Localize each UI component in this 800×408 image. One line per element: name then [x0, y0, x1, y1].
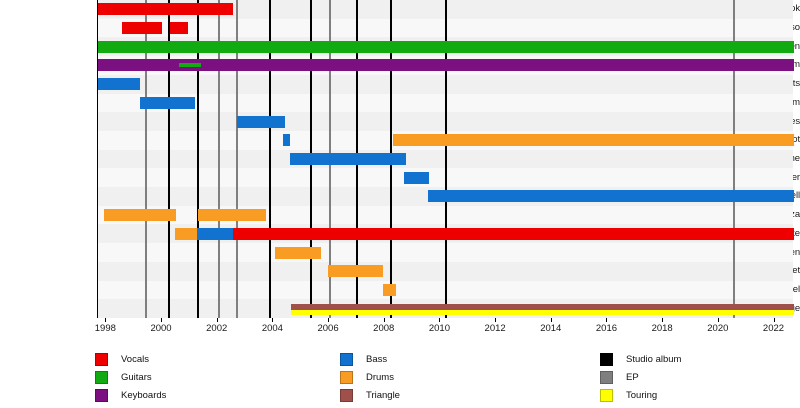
timeline-bar — [274, 246, 321, 259]
x-axis-tick — [773, 318, 775, 322]
timeline-bar — [121, 22, 163, 35]
timeline-bar — [427, 190, 794, 203]
x-axis-tick — [550, 318, 552, 322]
legend-swatch-studio-album — [600, 353, 613, 366]
timeline-bar — [98, 59, 794, 72]
timeline-bar — [198, 209, 267, 222]
timeline-bar — [170, 22, 189, 35]
legend-swatch-bass — [340, 353, 353, 366]
x-axis-tick — [328, 318, 330, 322]
ep-marker-line — [732, 0, 735, 318]
x-axis-tick — [717, 318, 719, 322]
legend-swatch-touring — [600, 389, 613, 402]
legend-item-label: EP — [626, 372, 639, 383]
legend-swatch-triangle — [340, 389, 353, 402]
x-axis-tick — [105, 318, 107, 322]
ep-marker-line — [235, 0, 238, 318]
timeline-bar — [196, 227, 234, 240]
x-axis-tick-label: 2010 — [428, 323, 450, 334]
legend-item-label: Touring — [626, 390, 658, 401]
x-axis-tick-label: 2006 — [317, 323, 339, 334]
chart-area: Adam CrookRisto MetsoDavid IsenErik Engs… — [94, 0, 800, 334]
timeline-bar — [98, 3, 234, 16]
timeline-bar — [139, 96, 196, 109]
legend-swatch-ep — [600, 371, 613, 384]
timeline-bar — [393, 134, 794, 147]
plot-area — [97, 0, 794, 318]
x-axis-tick — [495, 318, 497, 322]
x-axis-tick — [439, 318, 441, 322]
x-axis-tick-label: 2004 — [261, 323, 283, 334]
legend-item-label: Triangle — [366, 390, 400, 401]
legend-swatch-guitars — [95, 371, 108, 384]
timeline-bar — [404, 171, 430, 184]
studio-album-marker-line — [167, 0, 170, 318]
studio-album-marker-line — [269, 0, 272, 318]
x-axis-tick — [161, 318, 163, 322]
timeline-bar — [178, 63, 201, 68]
ep-marker-line — [217, 0, 220, 318]
legend-item-label: Vocals — [121, 354, 149, 365]
legend-swatch-vocals — [95, 353, 108, 366]
legend-swatch-keyboards — [95, 389, 108, 402]
legend: Vocals Guitars Keyboards Bass Drums Triangle S… — [0, 350, 800, 408]
studio-album-marker-line — [444, 0, 447, 318]
legend-item-label: Keyboards — [121, 390, 167, 401]
x-axis-tick — [383, 318, 385, 322]
timeline-bar — [174, 227, 197, 240]
x-axis-tick — [606, 318, 608, 322]
timeline-bar — [237, 115, 285, 128]
timeline-bar — [291, 309, 794, 315]
timeline-bar — [233, 227, 794, 240]
timeline-bar — [283, 134, 291, 147]
x-axis-tick — [216, 318, 218, 322]
x-axis-tick-label: 2018 — [651, 323, 673, 334]
x-axis-tick-label: 2020 — [707, 323, 729, 334]
x-axis-tick-label: 1998 — [94, 323, 116, 334]
x-axis-tick-label: 2016 — [595, 323, 618, 334]
timeline-bar — [103, 209, 176, 222]
x-axis-tick — [662, 318, 664, 322]
studio-album-marker-line — [196, 0, 199, 318]
timeline-bar — [98, 78, 140, 91]
x-axis-tick-label: 2022 — [762, 323, 785, 334]
legend-item-label: Studio album — [626, 354, 682, 365]
timeline-bar — [98, 40, 794, 53]
legend-swatch-drums — [340, 371, 353, 384]
x-axis-tick-label: 2014 — [540, 323, 562, 334]
x-axis-tick-label: 2012 — [484, 323, 506, 334]
timeline-bar — [327, 265, 384, 278]
x-axis-tick — [272, 318, 274, 322]
timeline-bar — [291, 303, 794, 310]
x-axis-tick-label: 2000 — [150, 323, 172, 334]
timeline-bar — [383, 283, 396, 296]
ep-marker-line — [145, 0, 148, 318]
timeline-bar — [290, 153, 406, 165]
x-axis-tick-label: 2008 — [373, 323, 395, 334]
legend-item-label: Guitars — [121, 372, 152, 383]
x-axis-tick-label: 2002 — [206, 323, 228, 334]
legend-item-label: Bass — [366, 354, 388, 365]
legend-item-label: Drums — [366, 372, 394, 383]
